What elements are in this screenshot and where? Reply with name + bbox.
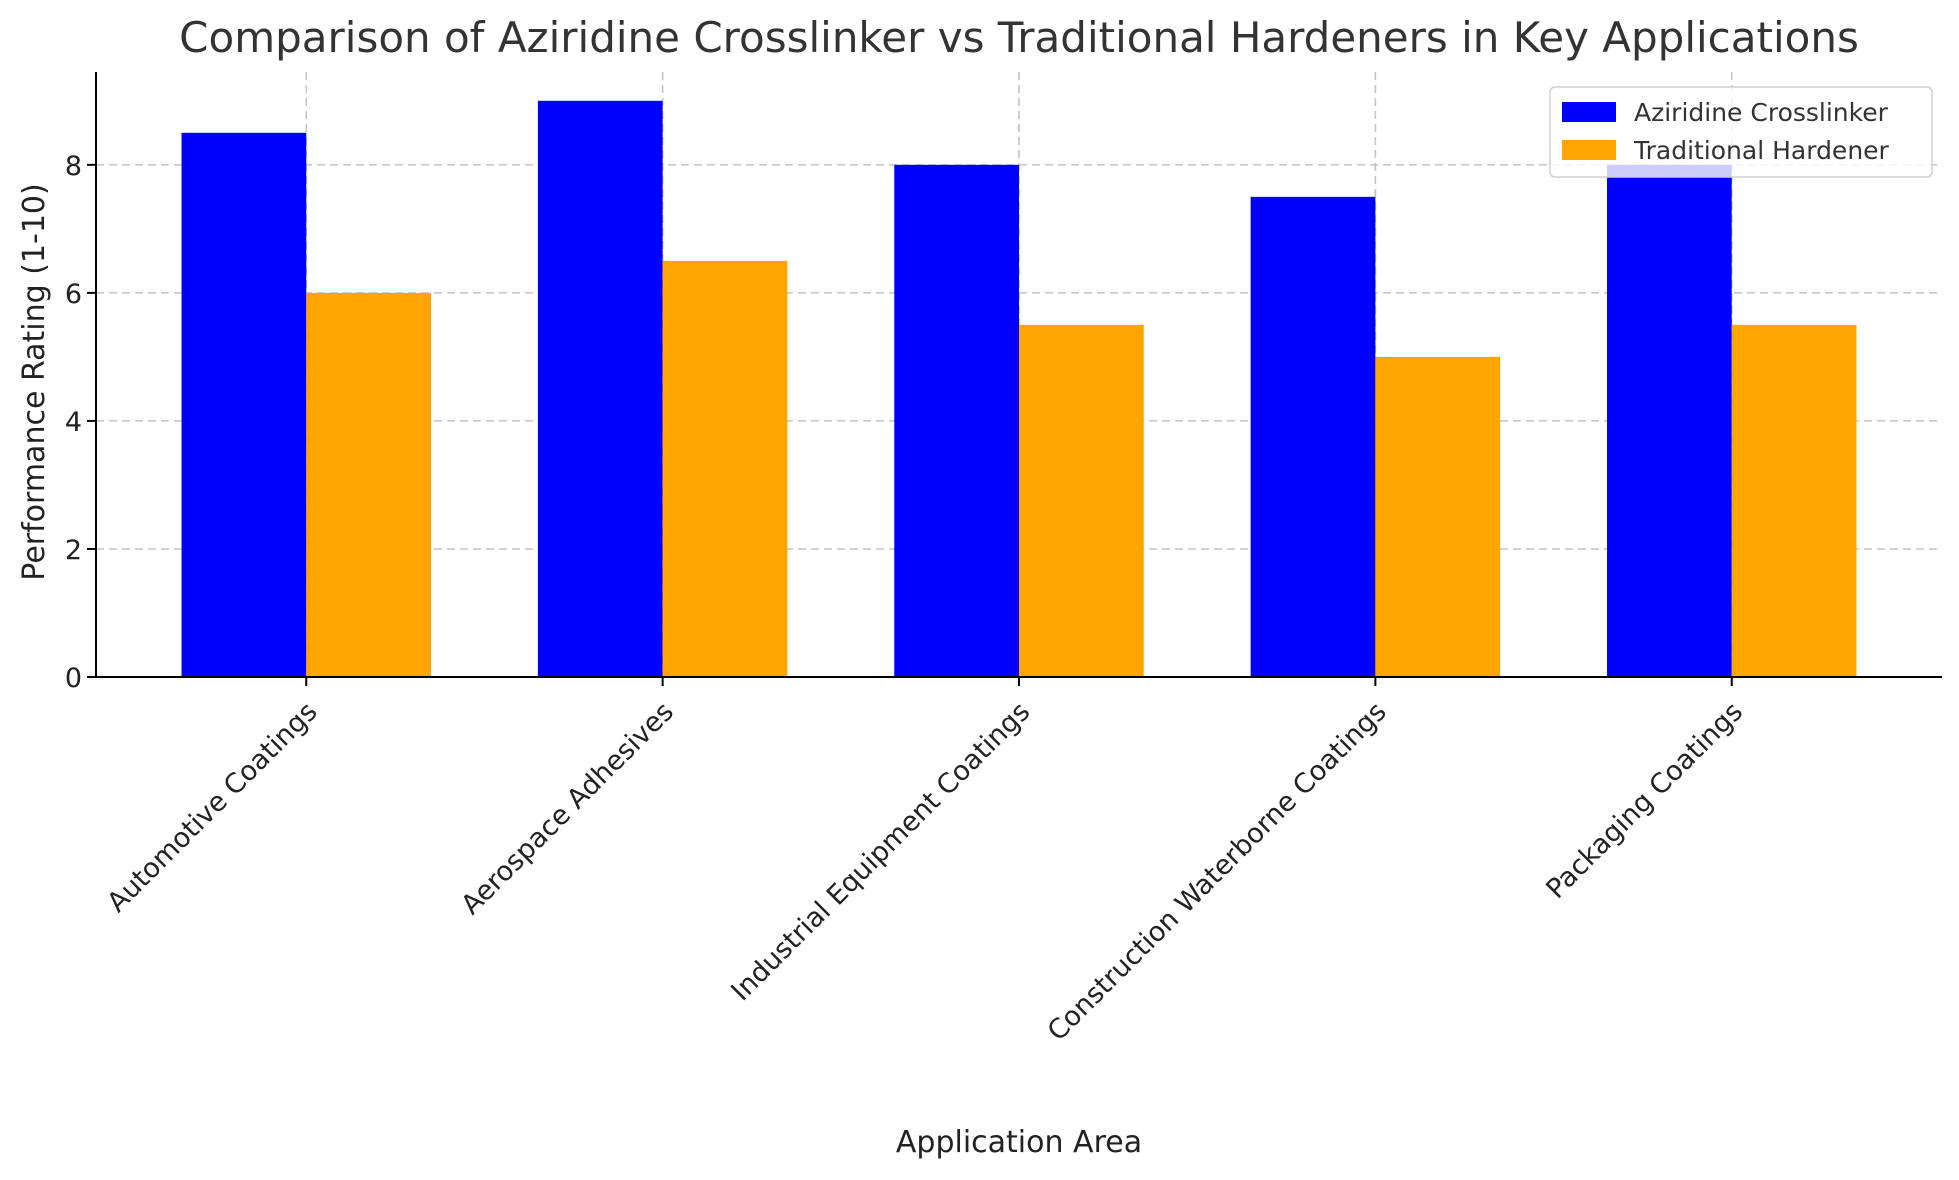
x-axis-label: Application Area bbox=[896, 1125, 1142, 1160]
legend-label: Aziridine Crosslinker bbox=[1634, 98, 1889, 127]
y-tick-label: 4 bbox=[65, 407, 82, 438]
legend-label: Traditional Hardener bbox=[1633, 136, 1890, 165]
bar-aziridine bbox=[537, 100, 663, 678]
bar-traditional bbox=[1731, 324, 1857, 677]
legend-swatch bbox=[1562, 140, 1616, 160]
bar-aziridine bbox=[894, 164, 1019, 677]
x-tick-label: Automotive Coatings bbox=[101, 696, 323, 918]
bar-aziridine bbox=[1250, 196, 1376, 678]
bar-aziridine bbox=[181, 132, 307, 678]
x-tick-label: Aerospace Adhesives bbox=[455, 696, 680, 921]
bar-traditional bbox=[1019, 324, 1144, 677]
y-axis-label: Performance Rating (1-10) bbox=[17, 183, 52, 580]
y-tick-label: 6 bbox=[65, 279, 82, 310]
legend-box bbox=[1549, 86, 1933, 178]
y-tick-label: 2 bbox=[65, 535, 82, 566]
bars bbox=[181, 100, 1857, 678]
x-tick-label: Construction Waterborne Coatings bbox=[1042, 696, 1393, 1047]
y-tick-label: 8 bbox=[65, 151, 82, 182]
bar-aziridine bbox=[1607, 164, 1732, 677]
chart-title: Comparison of Aziridine Crosslinker vs T… bbox=[179, 13, 1859, 62]
x-tick-label: Packaging Coatings bbox=[1540, 696, 1749, 905]
legend: Aziridine Crosslinker Traditional Hardene… bbox=[1549, 86, 1933, 178]
bar-traditional bbox=[662, 260, 788, 677]
bar-traditional bbox=[1375, 356, 1501, 677]
y-tick-label: 0 bbox=[65, 663, 82, 694]
x-tick-label: Industrial Equipment Coatings bbox=[725, 696, 1036, 1007]
bar-traditional bbox=[306, 292, 431, 677]
legend-swatch bbox=[1562, 102, 1616, 122]
